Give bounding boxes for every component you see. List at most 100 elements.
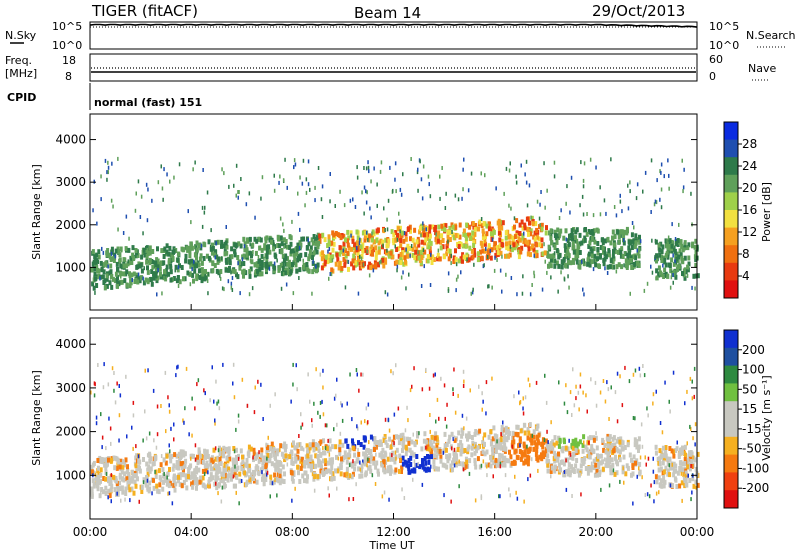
power-cell <box>595 165 597 170</box>
power-cell <box>174 268 176 273</box>
velocity-cell <box>226 446 230 452</box>
velocity-cell <box>393 412 396 417</box>
power-cell <box>96 221 98 226</box>
velocity-cell <box>146 467 148 472</box>
power-cell <box>189 282 192 287</box>
velocity-cell <box>169 449 171 454</box>
velocity-cell <box>148 468 152 474</box>
velocity-cell <box>188 432 190 437</box>
velocity-cell <box>294 456 298 462</box>
velocity-cell <box>181 460 185 466</box>
velocity-cell <box>335 393 337 398</box>
velocity-cell <box>602 379 605 383</box>
velocity-cell <box>653 480 656 485</box>
power-cell <box>544 205 546 210</box>
power-cell <box>429 255 433 260</box>
velocity-cell <box>227 451 231 457</box>
power-cell <box>320 197 323 202</box>
power-cell <box>171 256 175 262</box>
velocity-cell <box>518 449 522 454</box>
power-cell <box>417 255 421 261</box>
velocity-cell <box>381 494 384 499</box>
velocity-cell <box>90 390 92 395</box>
power-cell <box>566 238 570 244</box>
power-cell <box>550 240 554 246</box>
velocity-cell <box>145 436 148 441</box>
velocity-cell <box>508 449 511 455</box>
power-cell <box>654 238 657 243</box>
power-cell <box>694 286 696 291</box>
velocity-cell <box>326 468 330 474</box>
velocity-cell <box>434 466 438 472</box>
velocity-cell <box>279 447 281 452</box>
velocity-cell <box>266 453 270 458</box>
power-colorbar-tick-label: 4 <box>742 269 750 283</box>
velocity-cell <box>152 388 155 393</box>
power-cell <box>92 285 96 291</box>
velocity-cell <box>414 463 416 467</box>
power-cell <box>465 236 469 242</box>
power-cell <box>217 270 221 276</box>
power-cell <box>553 160 556 165</box>
power-cell <box>343 237 347 243</box>
x-axis: 00:00 04:00 08:00 12:00 16:00 20:00 00:00 <box>73 304 714 539</box>
power-cell <box>156 264 160 270</box>
velocity-cell <box>353 452 357 458</box>
x-tick-label: 12:00 <box>376 525 411 539</box>
power-cell <box>566 184 568 189</box>
velocity-cell <box>124 486 128 492</box>
power-cell <box>299 242 303 248</box>
power-cell <box>601 237 604 243</box>
power-cell <box>251 286 254 291</box>
power-cell <box>672 253 674 258</box>
velocity-cell <box>565 487 568 492</box>
power-cell <box>581 259 583 264</box>
velocity-cell <box>646 406 648 411</box>
velocity-cell <box>301 473 305 479</box>
power-cell <box>686 273 689 278</box>
velocity-cell <box>252 457 255 463</box>
velocity-cell <box>408 447 412 453</box>
velocity-cell <box>163 472 165 476</box>
velocity-cell <box>118 384 120 388</box>
velocity-cell <box>359 460 361 465</box>
velocity-cell <box>592 435 595 441</box>
power-cell <box>129 255 133 261</box>
power-cell <box>686 267 690 273</box>
power-cell <box>198 256 202 262</box>
power-cell <box>471 221 475 226</box>
velocity-cell <box>452 392 454 396</box>
velocity-cell <box>489 441 493 447</box>
power-cell <box>124 257 126 262</box>
power-cell <box>448 230 452 236</box>
velocity-cell <box>673 476 677 482</box>
power-cell <box>150 281 154 287</box>
power-cell <box>143 252 147 258</box>
velocity-cell <box>195 465 198 471</box>
velocity-cell <box>652 401 654 406</box>
power-cell <box>291 262 294 267</box>
velocity-cell <box>679 467 683 473</box>
velocity-cell <box>540 441 544 447</box>
velocity-cell <box>549 469 553 474</box>
velocity-cell <box>410 439 414 445</box>
power-cell <box>336 232 340 238</box>
power-cell <box>376 182 378 187</box>
velocity-cell <box>668 472 672 478</box>
velocity-cell <box>228 456 232 462</box>
velocity-cell <box>204 454 207 460</box>
velocity-cell <box>298 479 302 484</box>
velocity-cell <box>137 464 141 470</box>
velocity-cell <box>659 478 663 484</box>
velocity-cell <box>390 369 392 374</box>
velocity-cell <box>480 463 483 468</box>
velocity-cell <box>655 491 658 496</box>
velocity-cell <box>494 463 497 469</box>
power-cell <box>486 255 489 259</box>
power-cell <box>438 256 442 262</box>
power-cell <box>454 193 457 198</box>
velocity-cell <box>338 451 342 456</box>
power-cell <box>634 233 638 239</box>
velocity-cell <box>432 464 436 470</box>
power-cell <box>119 263 123 269</box>
